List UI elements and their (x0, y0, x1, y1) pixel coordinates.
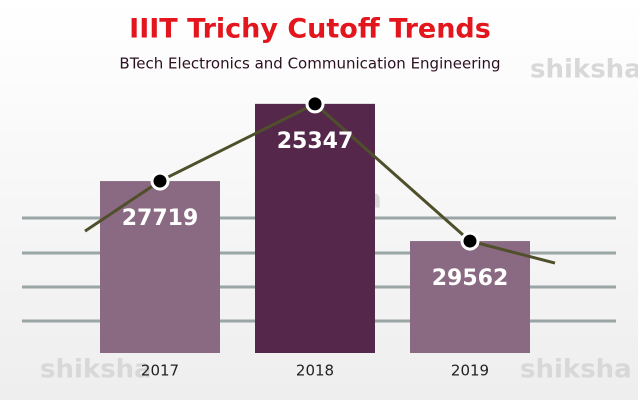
value-label: 29562 (432, 266, 509, 291)
watermark: shiksha (530, 55, 638, 85)
value-label: 27719 (122, 206, 199, 231)
bar (255, 103, 375, 354)
x-tick-label: 2018 (296, 362, 334, 380)
trend-dot (460, 231, 480, 251)
trend-dot (305, 94, 325, 114)
bar (100, 181, 220, 353)
x-tick-label: 2019 (451, 362, 489, 380)
trend-line-lead (84, 179, 161, 233)
trend-line-tail (469, 239, 556, 265)
bar (410, 241, 530, 353)
chart-subtitle: BTech Electronics and Communication Engi… (119, 55, 500, 73)
value-label: 25347 (277, 129, 354, 154)
chart-title: IIIT Trichy Cutoff Trends (129, 14, 491, 45)
trend-dot (150, 171, 170, 191)
watermark: shiksha (40, 355, 152, 385)
watermark: shiksha (520, 355, 632, 385)
x-tick-label: 2017 (141, 362, 179, 380)
